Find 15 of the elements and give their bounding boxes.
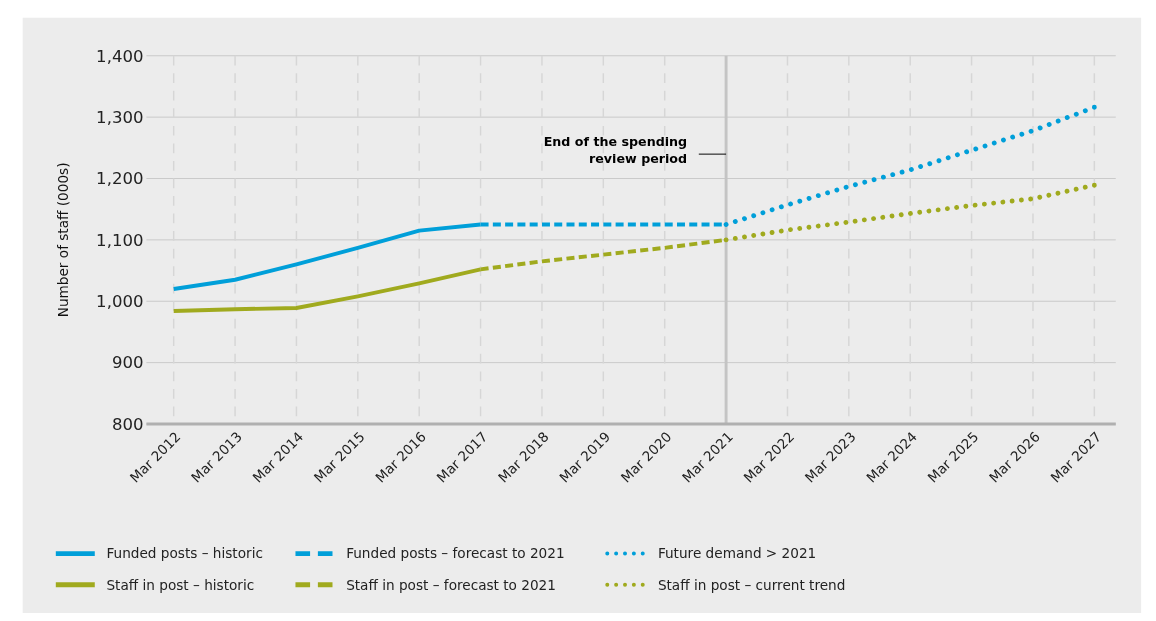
legend-label: Staff in post – current trend xyxy=(657,576,846,593)
y-tick-label: 1,100 xyxy=(96,230,144,250)
y-axis-title: Number of staff (000s) xyxy=(55,162,72,318)
legend-label: Future demand > 2021 xyxy=(657,545,817,562)
legend-label: Funded posts – historic xyxy=(106,545,263,562)
y-tick-label: 800 xyxy=(111,414,144,434)
y-tick-label: 1,300 xyxy=(96,107,144,127)
legend-label: Staff in post – forecast to 2021 xyxy=(346,576,556,593)
legend-label: Funded posts – forecast to 2021 xyxy=(346,545,565,562)
y-tick-label: 1,400 xyxy=(96,46,144,66)
legend-label: Staff in post – historic xyxy=(106,576,255,593)
y-tick-label: 900 xyxy=(111,353,144,373)
y-tick-label: 1,200 xyxy=(96,169,144,189)
y-tick-label: 1,000 xyxy=(96,292,144,312)
ref-line-label: End of the spending review period xyxy=(543,134,688,166)
